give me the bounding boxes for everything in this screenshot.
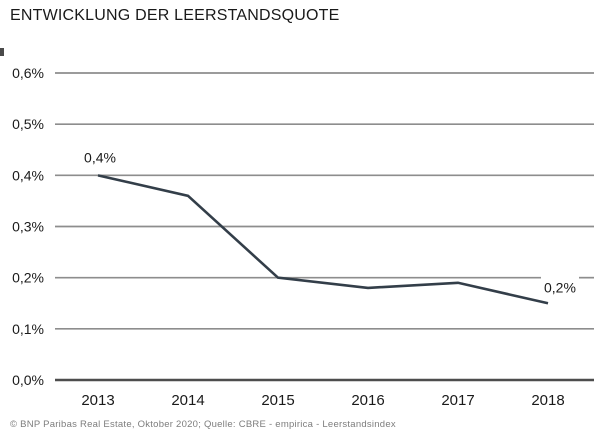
- x-tick-label: 2014: [171, 392, 204, 409]
- y-tick-label: 0,0%: [12, 372, 44, 388]
- x-tick-label: 2013: [81, 392, 114, 409]
- x-tick-label: 2016: [351, 392, 384, 409]
- source-footer: © BNP Paribas Real Estate, Oktober 2020;…: [10, 419, 396, 430]
- y-tick-label: 0,1%: [12, 321, 44, 337]
- y-tick-label: 0,6%: [12, 65, 44, 81]
- left-edge-artifact: [0, 48, 4, 56]
- data-point-label: 0,4%: [84, 149, 116, 165]
- chart-title: ENTWICKLUNG DER LEERSTANDSQUOTE: [10, 7, 340, 24]
- y-tick-label: 0,5%: [12, 116, 44, 132]
- y-tick-label: 0,2%: [12, 270, 44, 286]
- y-tick-label: 0,3%: [12, 219, 44, 235]
- data-line: [97, 174, 549, 305]
- data-point-label: 0,2%: [544, 279, 576, 295]
- x-tick-label: 2017: [441, 392, 474, 409]
- y-tick-label: 0,4%: [12, 167, 44, 183]
- x-tick-label: 2018: [531, 392, 564, 409]
- x-tick-label: 2015: [261, 392, 294, 409]
